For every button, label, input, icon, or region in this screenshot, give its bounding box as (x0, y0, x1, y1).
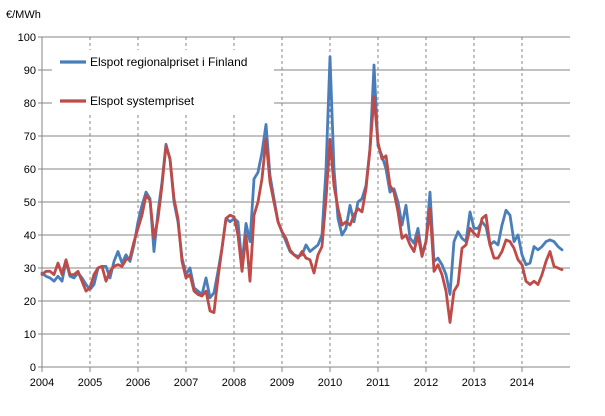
x-tick-label: 2013 (462, 377, 486, 389)
x-tick-label: 2006 (126, 377, 150, 389)
x-tick-label: 2010 (318, 377, 342, 389)
y-tick-label: 40 (24, 230, 36, 242)
chart-legend: Elspot regionalpriset i Finland Elspot s… (52, 50, 274, 112)
x-tick-label: 2012 (414, 377, 438, 389)
x-tick-label: 2009 (270, 377, 294, 389)
x-tick-label: 2008 (222, 377, 246, 389)
y-tick-label: 70 (24, 131, 36, 143)
legend-background (52, 50, 274, 112)
y-axis-unit-label: €/MWh (6, 9, 41, 21)
horizontal-gridlines (42, 36, 570, 335)
y-tick-label: 100 (18, 32, 36, 44)
y-axis-ticks: 0 10 20 30 40 50 60 70 80 90 100 (18, 32, 42, 374)
series-lines (40, 55, 564, 324)
y-tick-label: 10 (24, 329, 36, 341)
x-tick-label: 2005 (78, 377, 102, 389)
y-tick-label: 50 (24, 197, 36, 209)
x-tick-label: 2004 (30, 377, 54, 389)
series-line-system (40, 95, 564, 324)
y-tick-label: 80 (24, 98, 36, 110)
y-tick-label: 90 (24, 65, 36, 77)
y-tick-label: 0 (30, 362, 36, 374)
x-tick-label: 2011 (366, 377, 390, 389)
x-tick-label: 2007 (174, 377, 198, 389)
y-tick-label: 60 (24, 164, 36, 176)
x-axis-ticks: 2004 2005 2006 2007 2008 2009 2010 2011 2012 2013… (30, 367, 534, 389)
x-tick-label: 2014 (510, 377, 534, 389)
legend-label-finland: Elspot regionalpriset i Finland (90, 55, 247, 69)
legend-label-system: Elspot systempriset (90, 94, 195, 108)
y-tick-label: 30 (24, 263, 36, 275)
y-tick-label: 20 (24, 296, 36, 308)
